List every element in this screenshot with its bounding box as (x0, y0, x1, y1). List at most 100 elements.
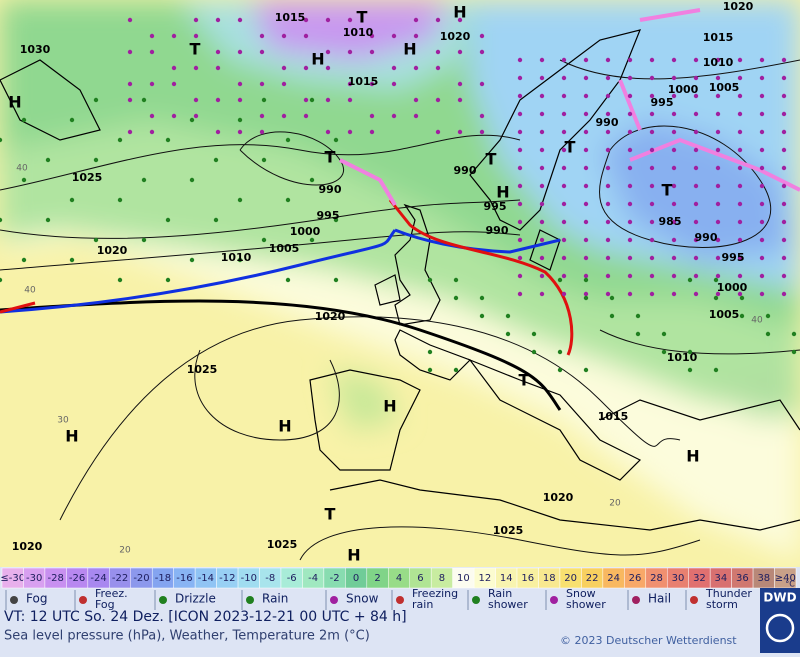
weather-dot (369, 33, 375, 39)
weather-dot (671, 273, 677, 279)
isobar-label: 1020 (12, 540, 43, 553)
weather-dot (583, 273, 589, 279)
weather-dot (0, 137, 3, 143)
weather-dot (539, 219, 545, 225)
weather-dot (759, 291, 765, 297)
weather-dot (117, 197, 123, 203)
weather-dot (759, 219, 765, 225)
weather-dot (627, 93, 633, 99)
scale-label: -4 (308, 573, 318, 584)
weather-dot (127, 49, 133, 55)
isobar-label: 1000 (668, 83, 699, 96)
weather-dot (649, 75, 655, 81)
weather-dot (715, 255, 721, 261)
legend-label: Snow shower (566, 587, 606, 611)
weather-dot (693, 129, 699, 135)
pressure-center: H (496, 183, 509, 202)
pressure-center: H (311, 50, 324, 69)
weather-dot (479, 113, 485, 119)
weather-dot (21, 257, 27, 263)
weather-dot (781, 273, 787, 279)
legend-symbol (79, 596, 87, 604)
isobar-label: 1010 (221, 251, 252, 264)
weather-dot (561, 291, 567, 297)
weather-dot (531, 349, 537, 355)
weather-dot (391, 65, 397, 71)
weather-dot (649, 255, 655, 261)
pressure-center: H (347, 546, 360, 565)
weather-dot (213, 157, 219, 163)
isobar-label: 995 (722, 251, 745, 264)
weather-dot (215, 17, 221, 23)
weather-dot (693, 183, 699, 189)
weather-dot (45, 157, 51, 163)
weather-dot (237, 49, 243, 55)
weather-dot (671, 183, 677, 189)
weather-dot (627, 57, 633, 63)
weather-dot (0, 277, 3, 283)
weather-dot (193, 17, 199, 23)
weather-dot (605, 273, 611, 279)
weather-dot (737, 129, 743, 135)
weather-dot (171, 113, 177, 119)
weather-dot (561, 165, 567, 171)
weather-dot (141, 177, 147, 183)
weather-dot (479, 49, 485, 55)
weather-dot (285, 137, 291, 143)
weather-dot (713, 295, 719, 301)
weather-dot (649, 291, 655, 297)
isobar-label: 1020 (315, 310, 346, 323)
weather-dot (285, 277, 291, 283)
scale-label: -20 (133, 573, 149, 584)
weather-dot (453, 367, 459, 373)
temperature-contour-label: 40 (751, 316, 763, 326)
weather-dot (347, 49, 353, 55)
legend-label: Thunder storm (705, 587, 752, 611)
weather-dot (457, 49, 463, 55)
weather-dot (715, 237, 721, 243)
weather-dot (627, 273, 633, 279)
weather-dot (479, 129, 485, 135)
weather-dot (127, 17, 133, 23)
weather-dot (561, 111, 567, 117)
weather-dot (687, 367, 693, 373)
weather-dot (693, 201, 699, 207)
weather-dot (627, 237, 633, 243)
weather-dot (713, 367, 719, 373)
isobar-label: 1025 (493, 524, 524, 537)
temperature-contour-label: 40 (24, 286, 36, 296)
isobar-label: 1010 (667, 351, 698, 364)
scale-label: -2 (330, 573, 340, 584)
weather-dot (649, 93, 655, 99)
pressure-center: H (65, 427, 78, 446)
weather-dot (435, 97, 441, 103)
weather-dot (781, 255, 787, 261)
weather-dot (635, 313, 641, 319)
weather-dot (759, 165, 765, 171)
weather-dot (715, 291, 721, 297)
weather-dot (781, 147, 787, 153)
legend-label: Drizzle (175, 592, 216, 606)
weather-dot (517, 129, 523, 135)
temperature-contour-label: 20 (119, 546, 131, 556)
weather-dot (693, 111, 699, 117)
scale-label: 22 (586, 573, 599, 584)
scale-label: -18 (155, 573, 171, 584)
weather-dot (237, 117, 243, 123)
isobar-label: 995 (317, 209, 340, 222)
scale-label: 20 (564, 573, 577, 584)
weather-dot (435, 49, 441, 55)
weather-dot (237, 81, 243, 87)
weather-dot (561, 273, 567, 279)
weather-dot (45, 217, 51, 223)
weather-dot (189, 257, 195, 263)
scale-label: -24 (90, 573, 106, 584)
weather-dot (561, 237, 567, 243)
weather-dot (369, 113, 375, 119)
weather-dot (539, 255, 545, 261)
scale-label: ≤-30 (0, 573, 25, 584)
weather-dot (303, 65, 309, 71)
scale-label: -26 (69, 573, 85, 584)
weather-dot (605, 291, 611, 297)
weather-dot (149, 129, 155, 135)
